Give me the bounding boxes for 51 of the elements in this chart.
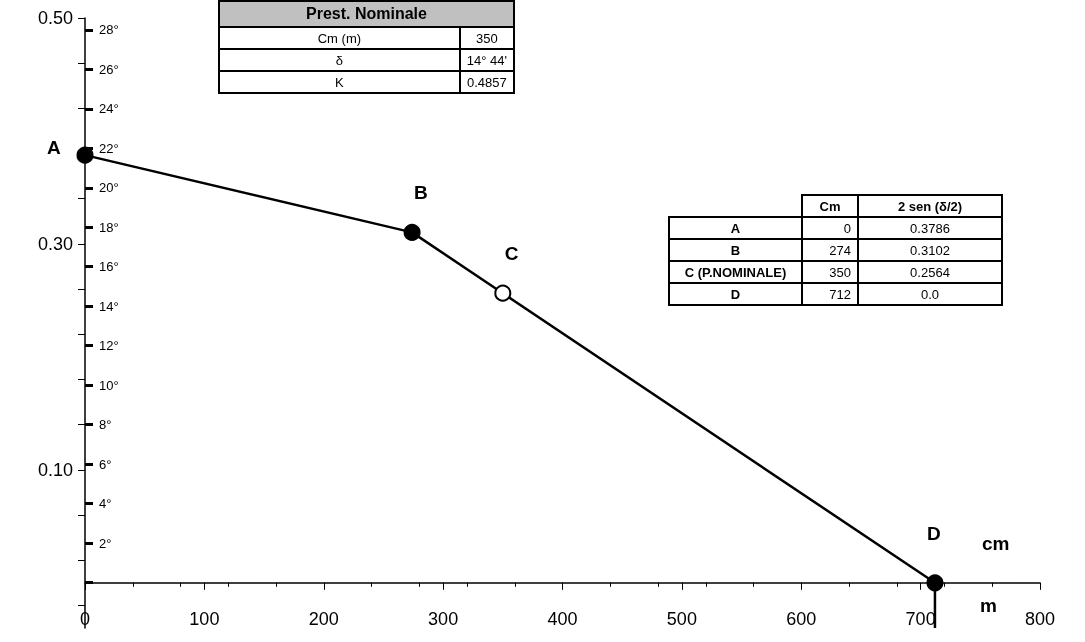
y2-tick-label: 18° xyxy=(99,219,119,235)
x-tick-label: 300 xyxy=(428,609,459,629)
annotation: 274 xyxy=(802,239,858,261)
x-tick-label: 500 xyxy=(666,609,697,629)
annotation: 350 xyxy=(459,27,514,49)
text: 0.2564 xyxy=(910,264,950,280)
x-tick-label: 100 xyxy=(189,609,220,629)
y-tick-label: 0.50 xyxy=(37,8,73,28)
annotation: B xyxy=(669,239,802,261)
annotation: Cm (m) xyxy=(219,27,460,49)
y2-tick-label: 4° xyxy=(99,496,112,512)
y2-tick-label: 6° xyxy=(99,456,112,472)
annotation: K xyxy=(219,71,460,93)
y2-tick-label: 14° xyxy=(99,298,119,314)
annotation: 2 sen (δ/2) xyxy=(858,195,1002,217)
y2-tick-label: 8° xyxy=(99,417,112,433)
text: 0.3102 xyxy=(910,242,950,258)
annotation: D xyxy=(669,283,802,305)
x-tick-label: 800 xyxy=(1024,609,1056,629)
annotation: 0.4857 xyxy=(459,71,514,93)
text: 0.3786 xyxy=(910,220,950,236)
annotation: 0 xyxy=(802,217,858,239)
y-tick-label: 0.10 xyxy=(37,459,73,480)
y2-tick-label: 10° xyxy=(99,377,119,393)
annotation: δ xyxy=(219,49,460,71)
annotation: C xyxy=(504,243,519,266)
y2-tick-label: 24° xyxy=(99,101,119,117)
y2-tick-label: 26° xyxy=(99,61,119,77)
y2-tick-label: 12° xyxy=(99,338,119,354)
y2-tick-label: 28° xyxy=(99,22,119,38)
text: 0.0 xyxy=(920,286,940,302)
y2-tick-label: 2° xyxy=(99,535,112,551)
y2-tick-label: 16° xyxy=(99,259,119,275)
annotation: D xyxy=(926,522,941,545)
x-axis-title: m xyxy=(980,594,997,617)
annotation: Cm xyxy=(802,195,858,217)
x-tick-label: 400 xyxy=(547,609,578,629)
annotation: B xyxy=(414,182,428,205)
annotation: 14° 44' xyxy=(459,49,514,71)
annotation: cm xyxy=(982,532,1010,555)
x-tick-label: 600 xyxy=(786,609,817,629)
annotation: 350 xyxy=(802,261,858,283)
annotation: A xyxy=(669,217,802,239)
annotation: Prest. Nominale xyxy=(219,1,514,27)
x-tick-label: 200 xyxy=(308,609,339,629)
y-tick-label: 0.30 xyxy=(37,233,73,254)
annotation: 712 xyxy=(802,283,858,305)
annotation: C (P.NOMINALE) xyxy=(669,261,802,283)
y2-tick-label: 22° xyxy=(99,140,119,156)
y2-tick-label: 20° xyxy=(99,180,119,196)
annotation: A xyxy=(47,137,61,160)
